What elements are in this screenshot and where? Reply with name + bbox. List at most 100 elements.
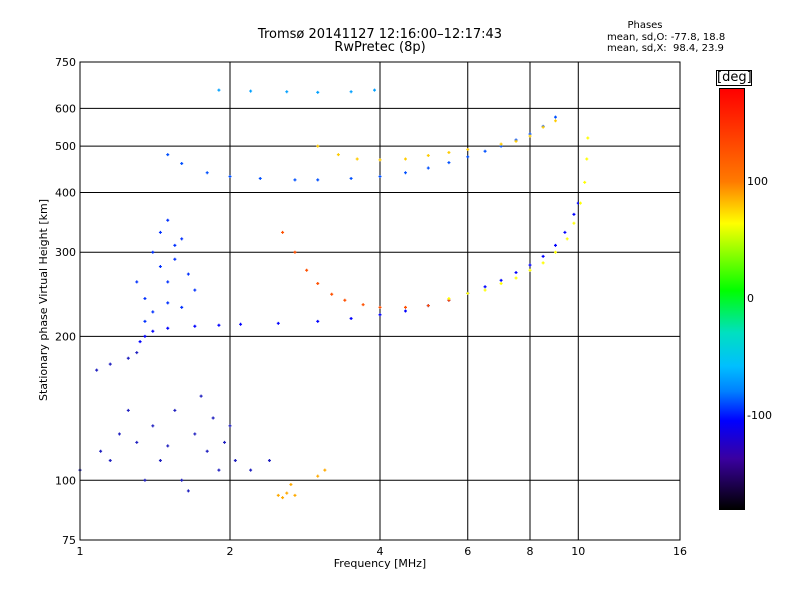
scatter-point [293, 250, 297, 254]
scatter-point [135, 280, 139, 284]
scatter-point [217, 323, 221, 327]
scatter-point [205, 171, 209, 175]
scatter-point [378, 175, 382, 179]
scatter-point [228, 424, 232, 428]
scatter-point [553, 243, 557, 247]
scatter-point [126, 356, 130, 360]
scatter-point [316, 319, 320, 323]
scatter-series [78, 351, 271, 493]
scatter-point [349, 176, 353, 180]
scatter-series [135, 218, 197, 323]
scatter-point [166, 280, 170, 284]
scatter-point [541, 254, 545, 258]
scatter-point [343, 298, 347, 302]
scatter-point [553, 250, 557, 254]
phase-stats-x: mean, sd,X: 98.4, 23.9 [607, 43, 724, 54]
scatter-point [586, 136, 590, 140]
y-tick-label: 750 [55, 56, 76, 69]
scatter-point [166, 218, 170, 222]
x-axis-label: Frequency [MHz] [334, 557, 426, 570]
scatter-point [217, 468, 221, 472]
scatter-point [349, 90, 353, 94]
scatter-point [578, 201, 582, 205]
scatter-point [193, 432, 197, 436]
scatter-point [355, 157, 359, 161]
scatter-point [336, 153, 340, 157]
scatter-point [267, 458, 271, 462]
scatter-point [281, 230, 285, 234]
scatter-point [108, 362, 112, 366]
scatter-series [316, 119, 557, 162]
scatter-point [199, 394, 203, 398]
y-tick-label: 600 [55, 102, 76, 115]
scatter-point [281, 496, 285, 500]
scatter-point [289, 482, 293, 486]
scatter-point [285, 90, 289, 94]
scatter-point [276, 321, 280, 325]
scatter-point [166, 301, 170, 305]
scatter-series [166, 115, 557, 182]
scatter-point [205, 449, 209, 453]
scatter-point [158, 458, 162, 462]
scatter-point [403, 309, 407, 313]
scatter-point [180, 305, 184, 309]
scatter-point [173, 243, 177, 247]
scatter-point [186, 272, 190, 276]
scatter-point [373, 88, 377, 92]
colorbar-tick-label: 0 [747, 292, 754, 305]
scatter-point [426, 304, 430, 308]
scatter-point [158, 230, 162, 234]
scatter-series [276, 468, 327, 500]
scatter-point [135, 351, 139, 355]
scatter-point [514, 271, 518, 275]
scatter-point [572, 221, 576, 225]
phase-stats-title: Phases [627, 20, 663, 31]
scatter-series [138, 201, 580, 344]
scatter-point [563, 230, 567, 234]
scatter-point [403, 157, 407, 161]
chart-subtitle: RwPretec (8p) [334, 40, 426, 55]
scatter-point [361, 303, 365, 307]
scatter-series [281, 230, 451, 309]
y-tick-label: 100 [55, 474, 76, 487]
scatter-point [528, 134, 532, 138]
scatter-point [108, 458, 112, 462]
scatter-point [173, 408, 177, 412]
scatter-point [151, 250, 155, 254]
y-tick-label: 500 [55, 140, 76, 153]
x-tick-label: 6 [464, 545, 471, 558]
scatter-point [228, 175, 232, 179]
scatter-point [403, 305, 407, 309]
scatter-point [447, 297, 451, 301]
scatter-point [143, 319, 147, 323]
scatter-point [565, 237, 569, 241]
scatter-point [483, 149, 487, 153]
scatter-point [499, 142, 503, 146]
chart-title: Tromsø 20141127 12:16:00–12:17:43 [257, 27, 503, 42]
scatter-point [193, 288, 197, 292]
scatter-point [499, 278, 503, 282]
plot-frame [79, 61, 681, 541]
y-tick-label: 400 [55, 186, 76, 199]
y-tick-label: 300 [55, 246, 76, 259]
x-tick-label: 16 [673, 545, 687, 558]
scatter-point [553, 119, 557, 123]
scatter-point [180, 237, 184, 241]
scatter-point [143, 334, 147, 338]
scatter-point [135, 440, 139, 444]
scatter-point [249, 89, 253, 93]
scatter-point [193, 324, 197, 328]
scatter-point [514, 139, 518, 143]
scatter-point [426, 166, 430, 170]
scatter-point [151, 424, 155, 428]
scatter-point [528, 263, 532, 267]
scatter-point [217, 88, 221, 92]
scatter-point [151, 310, 155, 314]
scatter-point [378, 313, 382, 317]
scatter-point [447, 161, 451, 165]
scatter-point [378, 158, 382, 162]
scatter-point [211, 416, 215, 420]
colorbar-tick-label: -100 [747, 409, 772, 423]
scatter-point [553, 115, 557, 119]
